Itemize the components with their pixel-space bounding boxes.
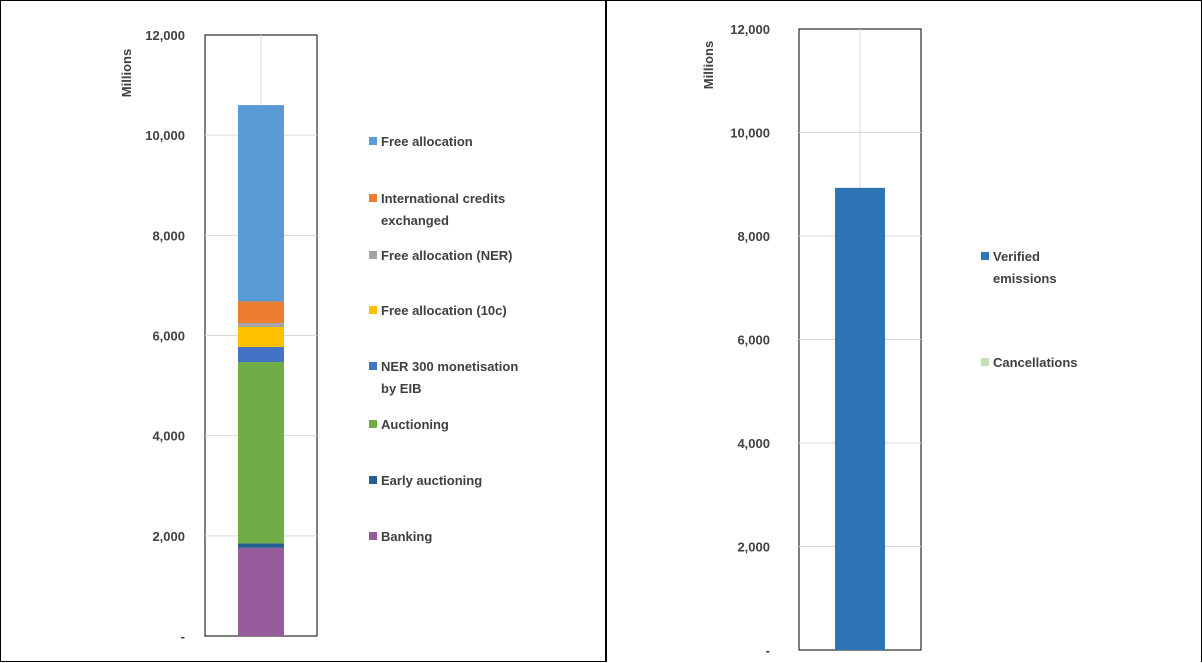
legend-swatch-cancellations xyxy=(981,358,989,366)
legend-swatch-free-allocation-10c xyxy=(369,306,377,314)
legend-label-free-allocation-10c: Free allocation (10c) xyxy=(381,303,507,318)
y-tick-label: 4,000 xyxy=(152,429,185,444)
legend-swatch-auctioning xyxy=(369,420,377,428)
y-tick-label: 8,000 xyxy=(737,229,770,244)
legend-label-free-allocation: Free allocation xyxy=(381,134,473,149)
bar-segment-banking xyxy=(238,547,284,636)
bar-segment-auctioning xyxy=(238,362,284,544)
y-tick-label: - xyxy=(181,629,185,644)
bar-segment-free-allocation-10c xyxy=(238,326,284,348)
legend-label-cancellations: Cancellations xyxy=(993,355,1078,370)
legend-label-ner-300-monetisation-by-eib: NER 300 monetisation by EIB xyxy=(381,359,518,396)
bar-segment-international-credits-exchanged xyxy=(238,301,284,323)
y-tick-label: - xyxy=(766,643,770,658)
y-tick-label: 6,000 xyxy=(152,329,185,344)
y-tick-label: 12,000 xyxy=(145,28,185,43)
legend-label-banking: Banking xyxy=(381,529,432,544)
right-stacked-bar-chart: - 2,000 4,000 6,000 8,000 10,000 12,000 Million… xyxy=(701,22,1078,658)
y-tick-label: 2,000 xyxy=(152,529,185,544)
legend-swatch-free-allocation-ner xyxy=(369,251,377,259)
y-tick-label: 10,000 xyxy=(145,128,185,143)
legend-swatch-ner-300-monetisation-by-eib xyxy=(369,362,377,370)
y-axis-unit-label: Millions xyxy=(119,49,134,97)
bar-segment-ner-300-monetisation-by-eib xyxy=(238,347,284,363)
bar-segment-verified-emissions xyxy=(835,187,885,650)
y-tick-label: 6,000 xyxy=(737,333,770,348)
y-tick-label: 4,000 xyxy=(737,436,770,451)
left-stacked-bar-chart: - 2,000 4,000 6,000 8,000 10,000 12,000 Million… xyxy=(119,28,518,644)
bar-segment-free-allocation-ner xyxy=(238,322,284,327)
y-tick-label: 10,000 xyxy=(730,126,770,141)
y-tick-label: 8,000 xyxy=(152,228,185,243)
legend-label-verified-emissions: Verified emissions xyxy=(993,249,1057,286)
y-tick-label: 12,000 xyxy=(730,22,770,37)
legend-swatch-international-credits-exchanged xyxy=(369,194,377,202)
legend-swatch-free-allocation xyxy=(369,137,377,145)
legend-label-early-auctioning: Early auctioning xyxy=(381,473,482,488)
y-tick-label: 2,000 xyxy=(737,540,770,555)
legend-label-free-allocation-ner: Free allocation (NER) xyxy=(381,248,512,263)
legend-label-international-credits-exchanged: International credits exchanged xyxy=(381,191,505,228)
left-chart-panel: - 2,000 4,000 6,000 8,000 10,000 12,000 Million… xyxy=(0,0,606,662)
bar-segment-early-auctioning xyxy=(238,543,284,548)
legend-swatch-verified-emissions xyxy=(981,252,989,260)
legend-swatch-banking xyxy=(369,532,377,540)
right-chart-panel: - 2,000 4,000 6,000 8,000 10,000 12,000 Million… xyxy=(606,0,1202,662)
bar-segment-free-allocation xyxy=(238,105,284,302)
legend-label-auctioning: Auctioning xyxy=(381,417,449,432)
legend-swatch-early-auctioning xyxy=(369,476,377,484)
y-axis-unit-label: Millions xyxy=(701,41,716,89)
